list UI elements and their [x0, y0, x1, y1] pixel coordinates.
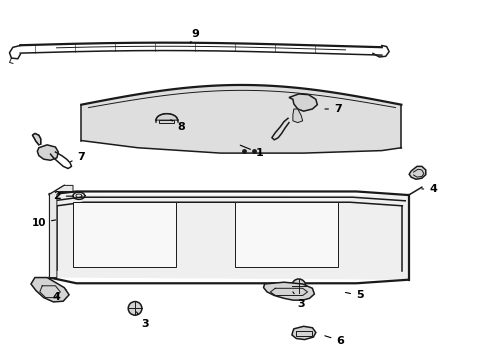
Text: 4: 4: [53, 289, 66, 302]
Text: 6: 6: [325, 336, 344, 346]
Text: 4: 4: [422, 184, 437, 194]
Text: 7: 7: [325, 104, 342, 114]
Polygon shape: [292, 326, 316, 339]
Text: 7: 7: [71, 152, 85, 162]
Polygon shape: [81, 85, 401, 153]
Text: 9: 9: [190, 29, 199, 43]
Polygon shape: [159, 120, 174, 123]
Text: 8: 8: [171, 120, 185, 132]
Ellipse shape: [292, 279, 306, 293]
Polygon shape: [264, 282, 315, 300]
Polygon shape: [289, 94, 318, 111]
Text: 5: 5: [345, 291, 364, 301]
Text: 2: 2: [53, 191, 74, 201]
Polygon shape: [293, 109, 303, 123]
Text: 3: 3: [137, 312, 148, 329]
Text: 3: 3: [293, 292, 305, 309]
Polygon shape: [32, 134, 41, 145]
Polygon shape: [49, 185, 73, 278]
Polygon shape: [156, 114, 177, 120]
Ellipse shape: [128, 302, 142, 315]
Polygon shape: [409, 166, 426, 179]
Polygon shape: [73, 202, 175, 267]
Polygon shape: [235, 202, 338, 267]
Polygon shape: [49, 194, 409, 280]
Text: 1: 1: [240, 145, 264, 158]
Text: 10: 10: [31, 218, 56, 228]
Polygon shape: [31, 278, 69, 302]
Polygon shape: [37, 145, 58, 160]
